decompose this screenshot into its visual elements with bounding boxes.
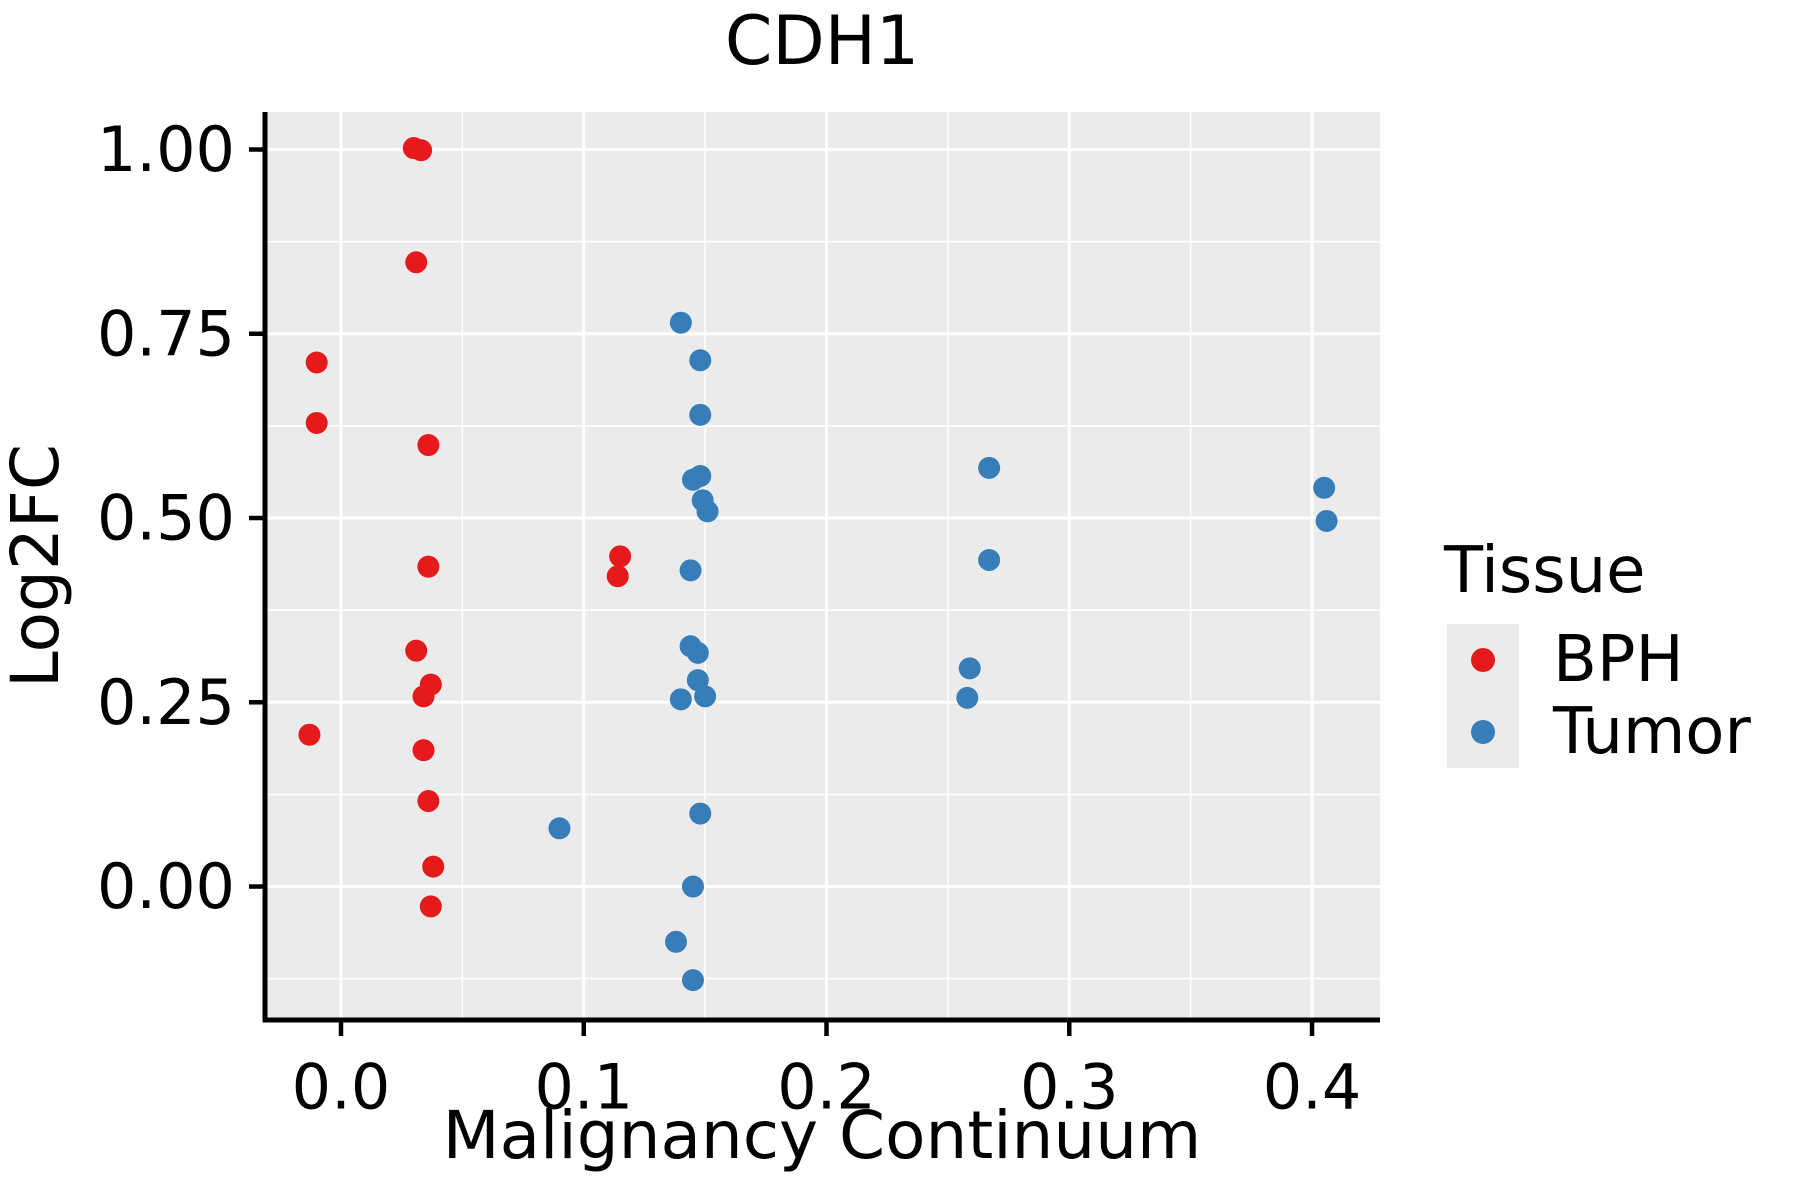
data-point-tumor — [681, 875, 704, 898]
data-point-bph — [405, 251, 428, 274]
data-points — [298, 137, 1338, 992]
plot-panel — [265, 112, 1380, 1020]
data-point-tumor — [689, 403, 712, 426]
data-point-tumor — [1313, 476, 1336, 499]
y-tick-label: 0.00 — [97, 850, 235, 923]
axis-ticks: 0.0 0.1 0.2 0.3 0.4 0.00 0.25 0.50 0.75 1.00 — [97, 113, 1361, 1123]
data-point-tumor — [978, 456, 1001, 479]
x-axis-label: Malignancy Continuum — [443, 1097, 1202, 1174]
legend-title: Tissue — [1443, 534, 1646, 608]
x-tick-label: 0.4 — [1263, 1050, 1362, 1123]
y-tick-label: 0.75 — [97, 297, 235, 370]
data-point-bph — [412, 739, 435, 762]
data-point-bph — [422, 855, 445, 878]
data-point-bph — [417, 555, 440, 578]
legend-swatch-bph — [1471, 648, 1495, 672]
major-gridlines — [265, 112, 1380, 1020]
minor-gridlines — [265, 112, 1380, 1020]
data-point-tumor — [669, 311, 692, 334]
data-point-tumor — [694, 685, 717, 708]
data-point-tumor — [696, 500, 719, 523]
data-point-tumor — [679, 559, 702, 582]
data-point-tumor — [958, 657, 981, 680]
data-point-tumor — [689, 465, 712, 488]
data-point-bph — [417, 434, 440, 457]
chart-title: CDH1 — [725, 2, 919, 81]
legend-label-tumor: Tumor — [1552, 695, 1751, 769]
x-tick-label: 0.0 — [292, 1050, 391, 1123]
data-point-bph — [305, 351, 328, 374]
data-point-tumor — [686, 641, 709, 664]
y-tick-label: 0.25 — [97, 666, 235, 739]
data-point-tumor — [548, 817, 571, 840]
x-tick-label: 0.2 — [777, 1050, 876, 1123]
data-point-tumor — [689, 802, 712, 825]
data-point-tumor — [681, 969, 704, 992]
data-point-bph — [412, 685, 435, 708]
y-axis-label: Log2FC — [0, 444, 74, 688]
data-point-bph — [305, 411, 328, 434]
data-point-bph — [419, 895, 442, 918]
data-point-tumor — [956, 686, 979, 709]
data-point-bph — [417, 790, 440, 813]
legend-label-bph: BPH — [1553, 623, 1684, 697]
data-point-tumor — [978, 549, 1001, 572]
data-point-bph — [606, 565, 629, 588]
x-tick-label: 0.1 — [534, 1050, 633, 1123]
data-point-bph — [298, 723, 321, 746]
x-tick-label: 0.3 — [1020, 1050, 1119, 1123]
y-tick-label: 0.50 — [97, 482, 235, 555]
data-point-tumor — [669, 688, 692, 711]
y-tick-label: 1.00 — [97, 113, 235, 186]
data-point-tumor — [689, 349, 712, 372]
legend: Tissue BPH Tumor — [1443, 534, 1751, 769]
data-point-bph — [609, 545, 632, 568]
data-point-tumor — [1315, 509, 1338, 532]
data-point-bph — [405, 639, 428, 662]
data-point-tumor — [664, 930, 687, 953]
data-point-bph — [410, 139, 433, 162]
legend-swatch-tumor — [1471, 720, 1495, 744]
